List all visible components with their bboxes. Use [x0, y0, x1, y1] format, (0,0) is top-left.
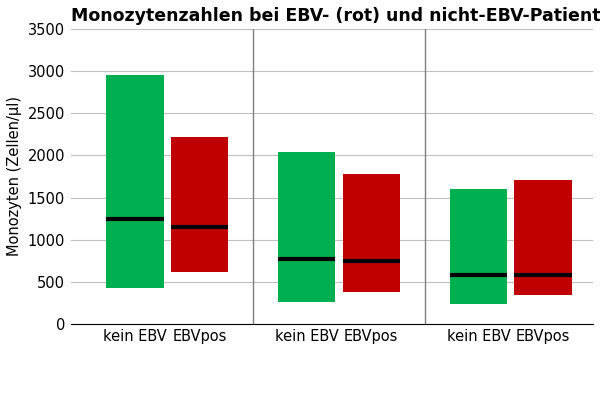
Bar: [171, 137, 228, 271]
Bar: [278, 152, 335, 302]
Bar: [514, 180, 572, 295]
Bar: [106, 75, 164, 288]
Y-axis label: Monozyten (Zellen/µl): Monozyten (Zellen/µl): [7, 97, 22, 256]
Bar: [343, 174, 400, 292]
Text: Monozytenzahlen bei EBV- (rot) und nicht-EBV-Patienten (grün): Monozytenzahlen bei EBV- (rot) und nicht…: [71, 7, 600, 25]
Bar: [450, 189, 507, 303]
